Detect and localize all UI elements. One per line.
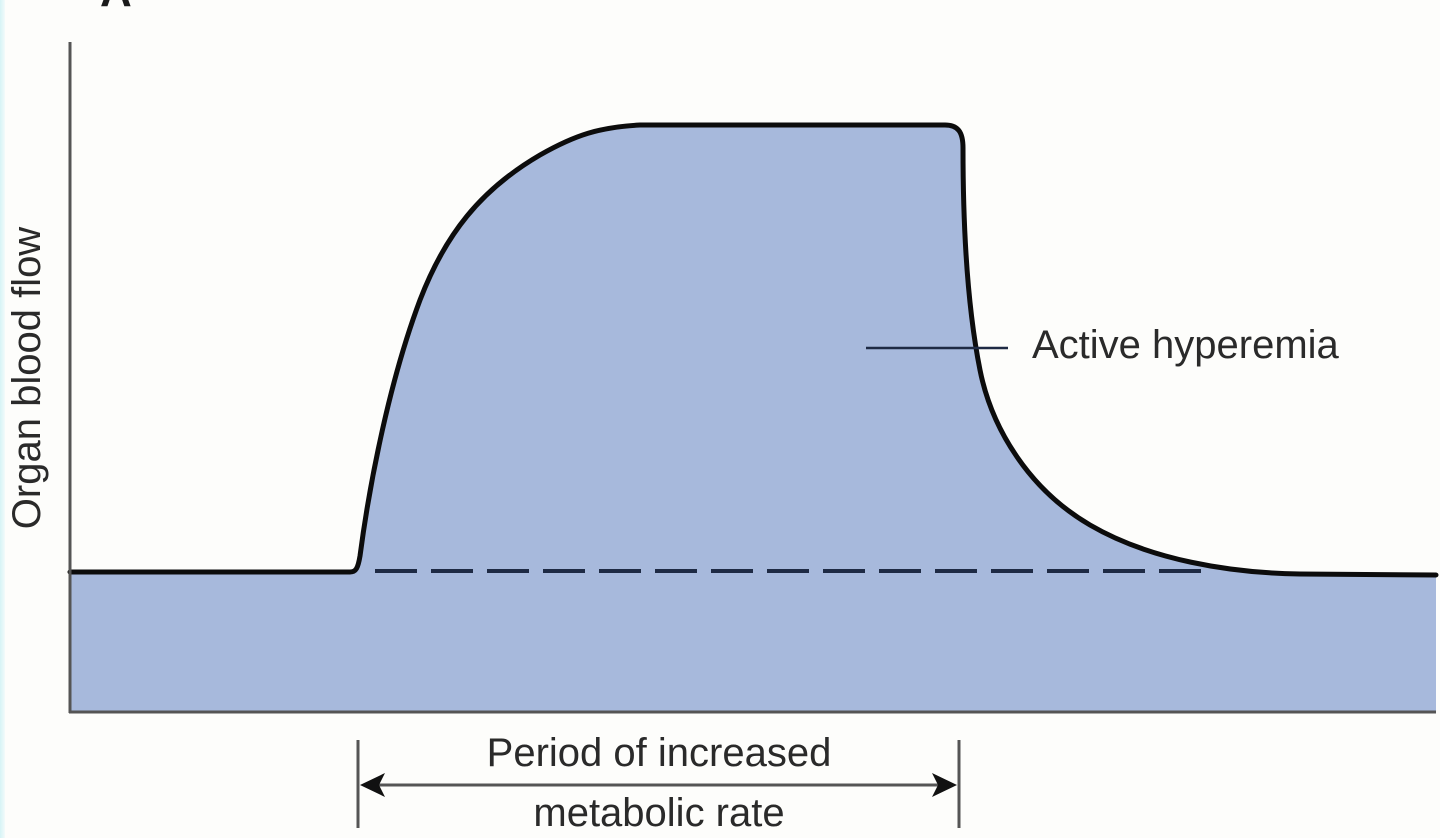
flow-curve <box>67 122 1439 578</box>
arrowhead-left-icon <box>360 773 385 797</box>
edge-tint <box>0 0 5 838</box>
panel-letter: A <box>100 0 132 14</box>
arrowhead-right-icon <box>932 773 957 797</box>
period-label-line1: Period of increased <box>486 731 832 775</box>
period-label-line2: metabolic rate <box>533 791 785 835</box>
active-hyperemia-label: Active hyperemia <box>1032 323 1339 367</box>
y-axis-label: Organ blood flow <box>5 226 49 530</box>
flow-area-fill <box>70 125 1436 712</box>
